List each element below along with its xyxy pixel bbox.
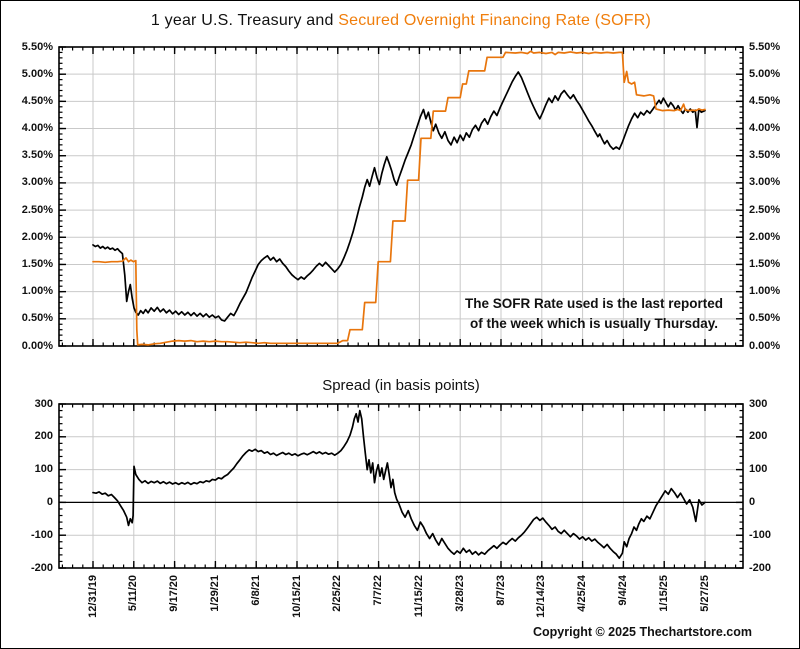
y-axis-label: 0 — [749, 495, 756, 508]
chart-title: 1 year U.S. Treasury and Secured Overnig… — [1, 12, 799, 30]
sofr-line — [92, 50, 706, 346]
y-axis-label: 100 — [749, 463, 768, 476]
x-axis-label: 1/15/25 — [657, 575, 670, 612]
plot-frame — [58, 46, 744, 347]
y-axis-label: -100 — [30, 528, 53, 541]
y-axis-label: 4.00% — [21, 122, 53, 135]
x-axis-label: 9/17/20 — [168, 575, 181, 612]
plot-frame — [58, 403, 744, 569]
x-axis-label: 9/4/24 — [616, 575, 629, 606]
sofr-note-line1: The SOFR Rate used is the last reported — [464, 296, 724, 311]
sofr-note: The SOFR Rate used is the last reported … — [439, 294, 749, 334]
x-axis-label: 12/14/23 — [535, 575, 548, 618]
spread-chart-title: Spread (in basis points) — [322, 377, 480, 394]
sofr-note-line2: of the week which is usually Thursday. — [469, 316, 719, 331]
y-axis-label: 300 — [34, 397, 53, 410]
y-axis-label: 3.50% — [21, 149, 53, 162]
x-axis-label: 2/25/22 — [331, 575, 344, 612]
x-axis-label: 1/29/21 — [208, 575, 221, 612]
y-axis-label: -200 — [749, 561, 772, 574]
y-axis-label: 0.00% — [21, 339, 53, 352]
y-axis-label: 200 — [749, 430, 768, 443]
y-axis-label: 1.00% — [21, 285, 53, 298]
y-axis-label: 100 — [34, 463, 53, 476]
x-axis-label: 6/8/21 — [249, 575, 262, 606]
x-axis-label: 4/25/24 — [576, 575, 589, 612]
y-axis-label: 1.00% — [749, 285, 781, 298]
x-axis-label: 3/28/23 — [453, 575, 466, 612]
y-axis-label: 4.50% — [21, 94, 53, 107]
x-axis-label: 5/11/20 — [127, 575, 140, 612]
treasury-line — [92, 71, 706, 322]
y-axis-label: 0.50% — [21, 312, 53, 325]
y-axis-label: -200 — [30, 561, 53, 574]
y-axis-label: 2.00% — [21, 230, 53, 243]
y-axis-label: 3.00% — [21, 176, 53, 189]
y-axis-label: 0 — [46, 495, 53, 508]
y-axis-label: 1.50% — [749, 257, 781, 270]
y-axis-label: -100 — [749, 528, 772, 541]
spread-line — [92, 409, 706, 560]
title-treasury-label: 1 year U.S. Treasury and — [150, 12, 339, 29]
x-axis-label: 10/15/21 — [290, 575, 303, 618]
y-axis-label: 200 — [34, 430, 53, 443]
y-axis-label: 2.50% — [749, 203, 781, 216]
y-axis-label: 4.00% — [749, 122, 781, 135]
y-axis-label: 5.50% — [21, 40, 53, 53]
x-axis-label: 8/7/23 — [494, 575, 507, 606]
y-axis-label: 1.50% — [21, 257, 53, 270]
y-axis-label: 3.00% — [749, 176, 781, 189]
y-axis-label: 2.00% — [749, 230, 781, 243]
x-axis-label: 11/15/22 — [412, 575, 425, 618]
x-axis-label: 5/27/25 — [698, 575, 711, 612]
y-axis-label: 2.50% — [21, 203, 53, 216]
title-sofr-label: Secured Overnight Financing Rate (SOFR) — [338, 12, 652, 29]
y-axis-label: 0.50% — [749, 312, 781, 325]
y-axis-label: 3.50% — [749, 149, 781, 162]
y-axis-label: 0.00% — [749, 339, 781, 352]
y-axis-label: 4.50% — [749, 94, 781, 107]
copyright-text: Copyright © 2025 Thechartstore.com — [533, 625, 752, 639]
x-axis-label: 7/7/22 — [372, 575, 385, 606]
y-axis-label: 5.00% — [21, 67, 53, 80]
y-axis-label: 5.00% — [749, 67, 781, 80]
y-axis-label: 300 — [749, 397, 768, 410]
x-axis-label: 12/31/19 — [86, 575, 99, 618]
y-axis-label: 5.50% — [749, 40, 781, 53]
